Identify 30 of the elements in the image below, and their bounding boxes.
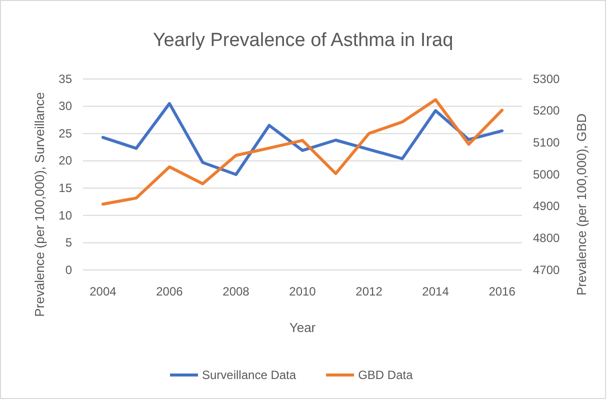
y2-tick-label: 5300 xyxy=(533,72,560,86)
y-tick-label: 0 xyxy=(65,262,72,277)
x-tick-label: 2006 xyxy=(156,284,184,299)
y2-tick-label: 4800 xyxy=(533,231,560,246)
x-tick-label: 2012 xyxy=(356,284,383,299)
y-tick-label: 25 xyxy=(58,126,72,140)
y2-tick-label: 5200 xyxy=(533,104,560,118)
x-tick-label: 2010 xyxy=(289,284,316,299)
line-series xyxy=(101,102,504,176)
x-axis-title: Year xyxy=(289,320,316,335)
y2-tick-label: 5100 xyxy=(533,136,560,150)
x-tick-label: 2016 xyxy=(488,284,516,299)
y-tick-label: 30 xyxy=(58,99,72,114)
legend-label: Surveillance Data xyxy=(202,368,296,382)
y-tick-label: 20 xyxy=(58,154,72,168)
x-tick-label: 2014 xyxy=(422,284,450,299)
y-tick-label: 15 xyxy=(58,180,72,195)
x-tick-label: 2004 xyxy=(90,284,117,299)
legend-label: GBD Data xyxy=(358,368,414,382)
y-tick-label: 5 xyxy=(65,236,72,250)
x-tick-label: 2008 xyxy=(222,284,250,299)
y2-axis-title: Prevalence (per 100,000), GBD xyxy=(574,113,589,296)
y2-tick-label: 4900 xyxy=(533,199,560,214)
y-tick-label: 35 xyxy=(58,72,72,86)
line-series xyxy=(101,98,504,206)
y-axis-title: Prevalence (per 100,000), Surveillance xyxy=(32,92,47,317)
chart-title: Yearly Prevalence of Asthma in Iraq xyxy=(152,30,454,51)
y-tick-label: 10 xyxy=(58,208,72,222)
y2-tick-label: 5000 xyxy=(533,167,560,182)
y2-tick-label: 4700 xyxy=(533,262,560,277)
